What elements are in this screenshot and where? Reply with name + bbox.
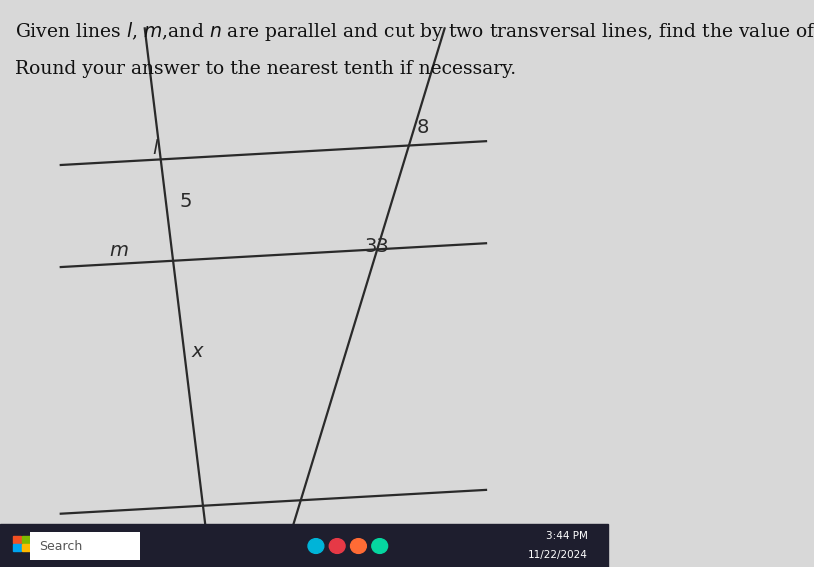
Bar: [13, 536, 20, 543]
Circle shape: [351, 539, 366, 553]
Bar: [23, 544, 30, 551]
Text: 3:44 PM: 3:44 PM: [546, 531, 588, 541]
Text: 11/22/2024: 11/22/2024: [528, 549, 588, 560]
Text: Round your answer to the nearest tenth if necessary.: Round your answer to the nearest tenth i…: [15, 60, 516, 78]
Text: 8: 8: [416, 118, 428, 137]
Bar: [0, 524, 607, 567]
Text: l: l: [152, 139, 158, 158]
Text: 33: 33: [365, 237, 389, 256]
Bar: [13, 544, 20, 551]
Circle shape: [330, 539, 345, 553]
Bar: [30, 532, 140, 560]
Circle shape: [308, 539, 324, 553]
Text: Given lines $l$, $m$,and $n$ are parallel and cut by two transversal lines, find: Given lines $l$, $m$,and $n$ are paralle…: [15, 20, 814, 43]
Text: m: m: [109, 241, 128, 260]
Text: x: x: [191, 342, 203, 361]
Text: 5: 5: [179, 192, 192, 211]
Bar: [23, 536, 30, 543]
Circle shape: [372, 539, 387, 553]
Text: Search: Search: [40, 540, 83, 552]
